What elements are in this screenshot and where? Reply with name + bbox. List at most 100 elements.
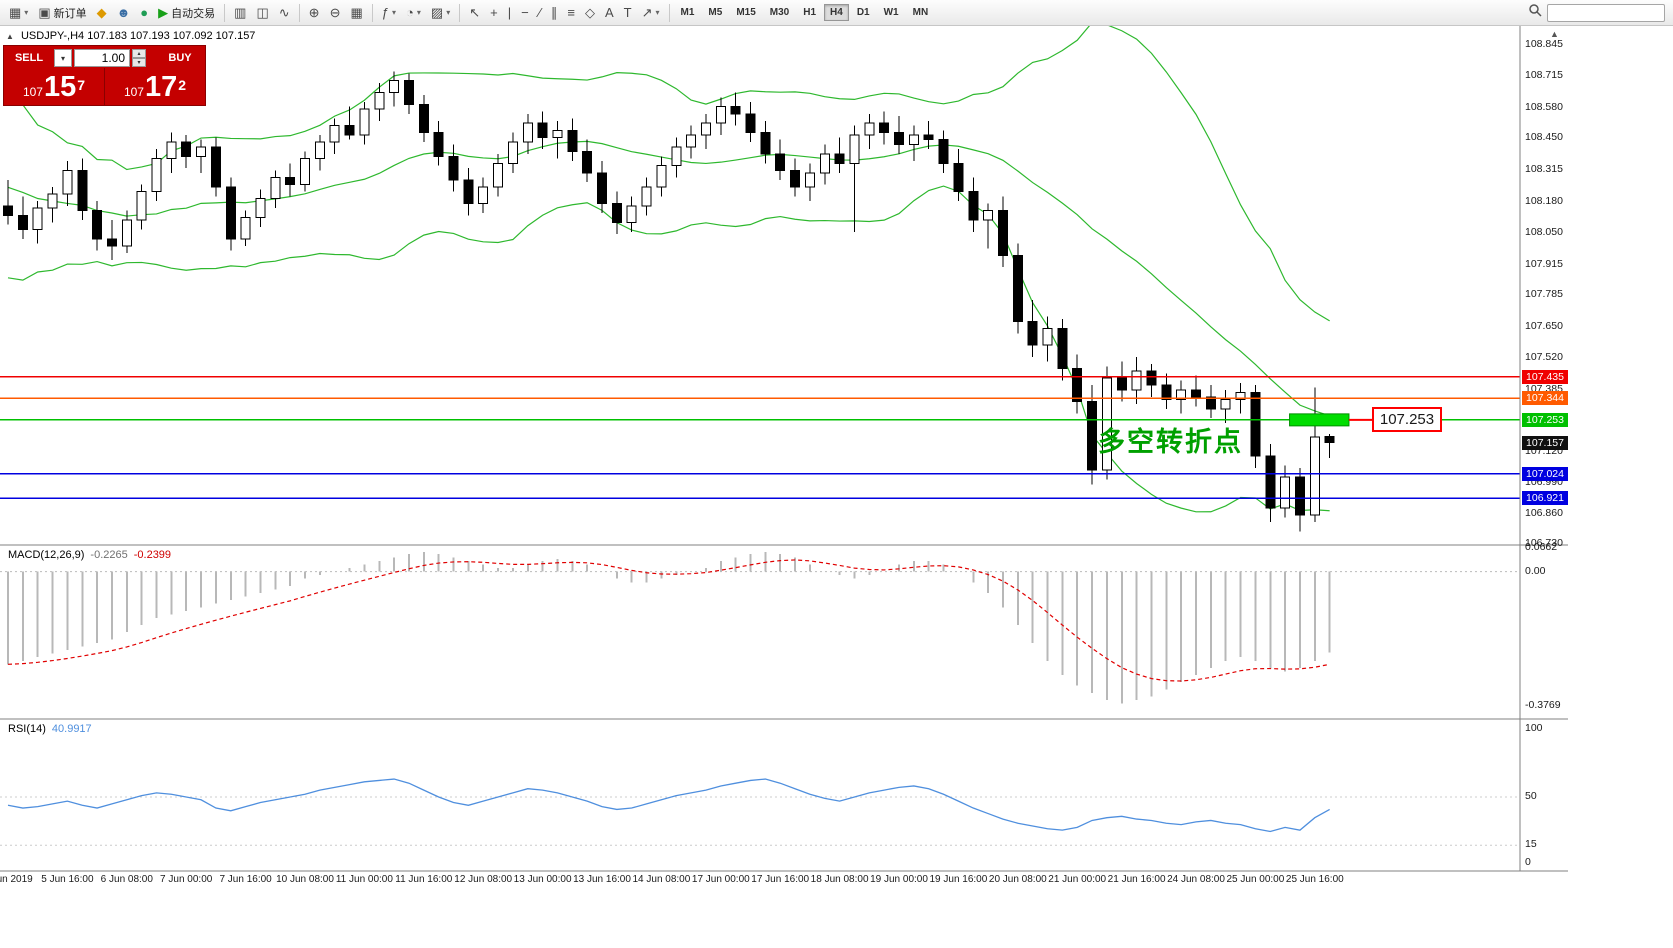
crosshair-tool-icon: +	[490, 5, 498, 20]
time-axis-label: 17 Jun 00:00	[691, 874, 750, 885]
volume-dropdown[interactable]: ▾	[54, 49, 72, 67]
candle-body	[522, 122, 533, 143]
candle-body	[864, 122, 875, 136]
periods-button[interactable]: ◔ ▾	[401, 2, 426, 24]
macd-scale-zero: 0.00	[1525, 565, 1546, 577]
candle-body	[700, 122, 711, 136]
candle-body	[463, 179, 474, 204]
candle-body	[478, 186, 489, 204]
zoom-in-button[interactable]: ⊕	[304, 2, 325, 24]
new-order-button[interactable]: ▣ 新订单	[33, 2, 91, 24]
time-axis-label: 20 Jun 08:00	[988, 874, 1047, 885]
time-axis-label: 19 Jun 16:00	[929, 874, 988, 885]
text-tool-icon: A	[604, 5, 614, 20]
scroll-top-icon[interactable]: ▲	[1550, 29, 1559, 39]
candle-body	[1250, 391, 1261, 457]
candle-body	[433, 132, 444, 157]
label-tool-button[interactable]: T	[619, 2, 637, 24]
zoom-out-button[interactable]: ⊖	[325, 2, 346, 24]
candle-body	[3, 205, 13, 216]
volume-increase-button[interactable]: ▴	[132, 49, 146, 58]
timeframe-mn[interactable]: MN	[912, 7, 929, 18]
candle-body	[537, 122, 548, 138]
candlestick-mode-button[interactable]: ◫	[251, 2, 273, 24]
candle-body	[181, 141, 192, 157]
timeframe-m5[interactable]: M5	[708, 7, 723, 18]
macd-signal-value: -0.2399	[133, 549, 172, 561]
candle-body	[374, 92, 385, 110]
arrows-tool-button[interactable]: ↗ ▾	[637, 2, 665, 24]
favorites-button[interactable]: ◆	[92, 2, 112, 24]
candle-body	[611, 202, 622, 223]
timeframe-m15[interactable]: M15	[736, 7, 756, 18]
price-axis-label: 107.650	[1525, 320, 1563, 333]
text-tool-button[interactable]: A	[600, 2, 619, 24]
buy-button[interactable]: BUY	[157, 49, 203, 67]
vertical-line-tool-button[interactable]: |	[503, 2, 516, 24]
candle-body	[493, 162, 504, 188]
candle-body	[567, 129, 578, 153]
chevron-down-icon: ▾	[392, 8, 397, 17]
trendline-tool-button[interactable]: ∕	[534, 2, 546, 24]
horizontal-line-tool-button[interactable]: −	[516, 2, 534, 24]
channel-tool-button[interactable]: ∥	[546, 2, 563, 24]
candle-body	[775, 153, 786, 171]
templates-button[interactable]: ▨ ▾	[426, 2, 455, 24]
price-axis-label: 108.715	[1525, 68, 1563, 81]
time-axis[interactable]: 5 Jun 2019 5 Jun 16:00 6 Jun 08:00 7 Jun 00…	[0, 873, 1520, 889]
candle-body	[968, 191, 979, 221]
price-axis-label: 108.845	[1525, 38, 1563, 51]
price-callout-label[interactable]: 107.253	[1372, 407, 1442, 432]
indicators-button[interactable]: ƒ ▾	[377, 2, 401, 24]
volume-input[interactable]: 1.00	[74, 49, 130, 67]
macd-signal-line	[7, 559, 1330, 682]
time-axis-label: 13 Jun 16:00	[573, 874, 631, 885]
auto-trading-icon: ▶	[158, 5, 169, 20]
candle-body	[418, 103, 429, 134]
shapes-tool-icon: ◇	[584, 5, 595, 20]
candle-body	[923, 134, 934, 141]
chart-canvas[interactable]	[0, 26, 1568, 890]
auto-trading-button[interactable]: ▶ 自动交易	[153, 2, 220, 24]
crosshair-tool-button[interactable]: +	[485, 2, 503, 24]
rsi-scale-0: 0	[1525, 856, 1531, 868]
community-button[interactable]: ☻	[112, 2, 136, 24]
time-axis-label: 11 Jun 00:00	[335, 874, 393, 885]
candle-body	[359, 108, 370, 136]
cursor-tool-button[interactable]: ↖	[464, 2, 485, 24]
candle-body	[997, 210, 1008, 256]
timeframe-h1[interactable]: H1	[803, 7, 817, 18]
tile-windows-button[interactable]: ▦	[345, 2, 367, 24]
new-chart-button[interactable]: ▦ ▾	[4, 2, 33, 24]
timeframe-m30[interactable]: M30	[769, 7, 790, 18]
line-chart-mode-button[interactable]: ∿	[274, 2, 295, 24]
toolbar-separator	[224, 3, 226, 22]
time-axis-label: 6 Jun 08:00	[100, 874, 153, 885]
buy-price[interactable]: 107 17 2	[105, 68, 205, 105]
shapes-tool-button[interactable]: ◇	[580, 2, 600, 24]
market-button[interactable]: ●	[135, 2, 153, 24]
timeframe-m1[interactable]: M1	[680, 7, 695, 18]
tile-windows-icon: ▦	[350, 5, 363, 20]
candle-body	[1131, 370, 1142, 391]
timeframe-w1[interactable]: W1	[883, 7, 899, 18]
time-axis-label: 11 Jun 16:00	[395, 874, 453, 885]
search-input[interactable]	[1547, 3, 1665, 22]
toolbar-separator	[459, 3, 461, 22]
new-order-label: 新订单	[53, 7, 87, 20]
macd-name: MACD(12,26,9)	[8, 549, 85, 561]
timeframe-h4[interactable]: H4	[824, 4, 849, 21]
fibonacci-tool-button[interactable]: ≡	[562, 2, 580, 24]
bar-chart-mode-button[interactable]: ▥	[229, 2, 251, 24]
candle-body	[1220, 398, 1231, 410]
sell-price[interactable]: 107 15 7	[4, 68, 105, 105]
price-axis[interactable]: 0.0662 0.00 -0.3769 100 50 15 0 108.845 1…	[1522, 0, 1572, 948]
timeframe-d1[interactable]: D1	[856, 7, 870, 18]
candle-body	[715, 106, 726, 124]
sell-button[interactable]: SELL	[6, 49, 52, 67]
search-icon[interactable]	[1528, 3, 1542, 22]
rsi-scale-50: 50	[1525, 790, 1537, 802]
volume-decrease-button[interactable]: ▾	[132, 58, 146, 67]
chevron-down-icon: ▾	[60, 53, 65, 63]
